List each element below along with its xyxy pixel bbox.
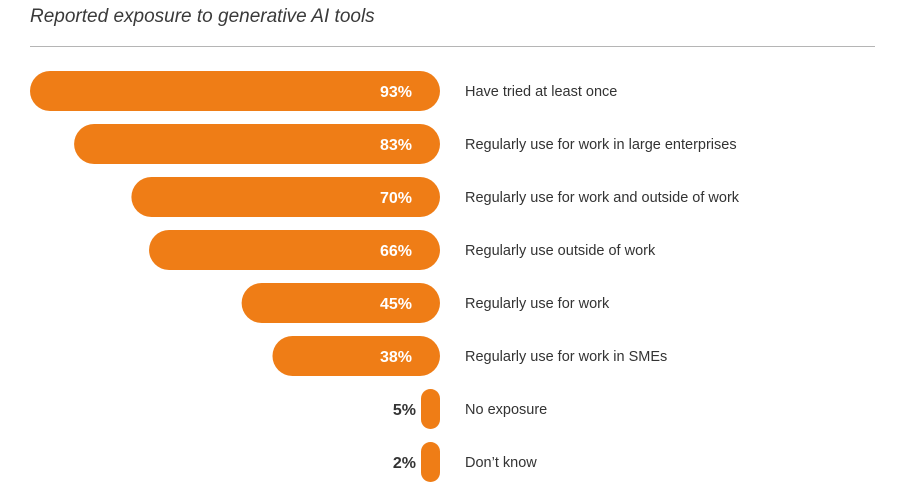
chart-title: Reported exposure to generative AI tools [30,6,375,27]
bar [421,389,440,429]
bar [421,442,440,482]
data-label: 93% [380,84,412,101]
data-label: 66% [380,243,412,260]
bar [272,336,440,376]
category-label: Regularly use for work [465,296,610,312]
bar [74,124,440,164]
data-label: 45% [380,296,412,313]
category-label: Regularly use for work in large enterpri… [465,137,737,153]
data-label: 38% [380,349,412,366]
category-label: Don’t know [465,455,537,471]
category-label: Have tried at least once [465,84,617,100]
category-label: No exposure [465,402,547,418]
bar [241,283,440,323]
data-label: 70% [380,190,412,207]
category-label: Regularly use for work in SMEs [465,349,667,365]
title-divider [30,46,875,47]
category-label: Regularly use for work and outside of wo… [465,190,740,206]
data-label: 5% [393,402,416,419]
bar [149,230,440,270]
bar [30,71,440,111]
bar [131,177,441,217]
data-label: 83% [380,137,412,154]
data-label: 2% [393,455,416,472]
category-label: Regularly use outside of work [465,243,656,259]
